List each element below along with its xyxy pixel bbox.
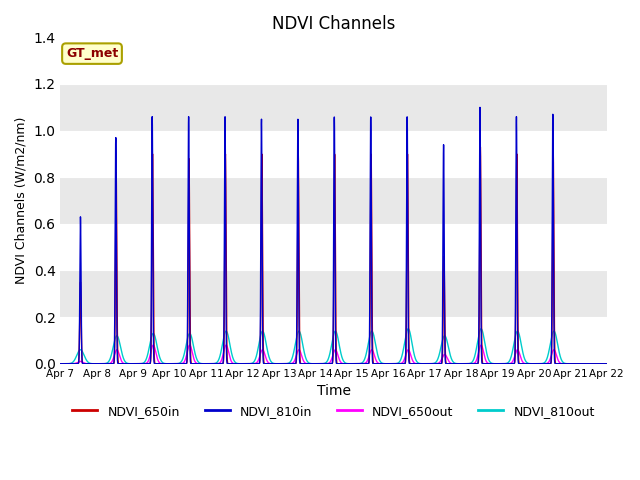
Bar (60, 84, 607, 131)
Title: NDVI Channels: NDVI Channels (272, 15, 396, 33)
Bar (60, 270, 607, 317)
Text: GT_met: GT_met (66, 47, 118, 60)
Bar (60, 317, 607, 364)
Bar (60, 177, 607, 224)
Y-axis label: NDVI Channels (W/m2/nm): NDVI Channels (W/m2/nm) (15, 117, 28, 284)
Bar (60, 131, 607, 177)
X-axis label: Time: Time (317, 384, 351, 398)
Bar (60, 224, 607, 270)
Legend: NDVI_650in, NDVI_810in, NDVI_650out, NDVI_810out: NDVI_650in, NDVI_810in, NDVI_650out, NDV… (67, 400, 600, 423)
Bar (60, 37, 607, 84)
